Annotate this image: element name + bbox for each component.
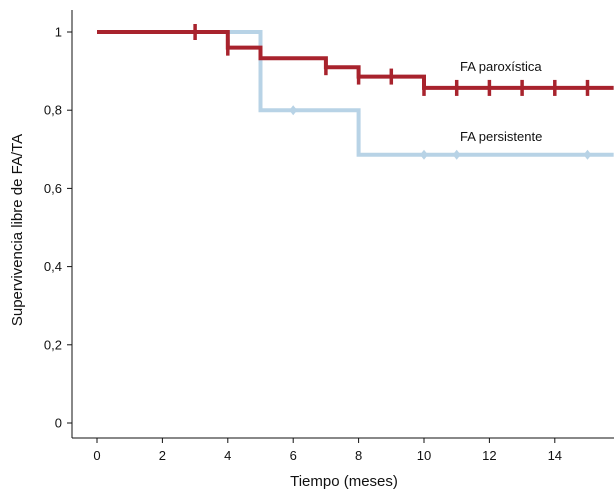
series-fa-paroxistica: [97, 24, 614, 96]
x-tick-label: 6: [290, 448, 297, 463]
x-tick-label: 12: [482, 448, 496, 463]
y-tick-label: 0: [55, 416, 62, 431]
y-tick-label: 0,2: [44, 337, 62, 352]
y-tick-label: 1: [55, 25, 62, 40]
y-tick-label: 0,4: [44, 259, 62, 274]
series-line: [97, 30, 614, 157]
y-tick-label: 0,8: [44, 103, 62, 118]
censor-mark: [420, 149, 428, 160]
series-label: FA paroxística: [460, 59, 542, 74]
x-tick-label: 0: [93, 448, 100, 463]
censor-mark: [452, 149, 461, 160]
x-tick-label: 8: [355, 448, 362, 463]
y-axis-title: Supervivencia libre de FA/TA: [9, 134, 26, 326]
censor-mark: [583, 149, 592, 160]
series-label: FA persistente: [460, 129, 542, 144]
x-axis-title: Tiempo (meses): [290, 473, 398, 490]
x-ticks: 0 2 4 6 8 10 12 14: [93, 438, 562, 463]
x-tick-label: 4: [224, 448, 231, 463]
x-tick-label: 2: [159, 448, 166, 463]
y-ticks: 0 0,2 0,4 0,6 0,8 1: [44, 25, 72, 431]
x-tick-label: 10: [417, 448, 431, 463]
annotations: FA paroxística FA persistente: [460, 59, 542, 144]
series-fa-persistente: [97, 30, 614, 160]
censor-mark: [289, 105, 298, 116]
x-tick-label: 14: [548, 448, 562, 463]
y-tick-label: 0,6: [44, 181, 62, 196]
series-layer: [97, 24, 614, 160]
